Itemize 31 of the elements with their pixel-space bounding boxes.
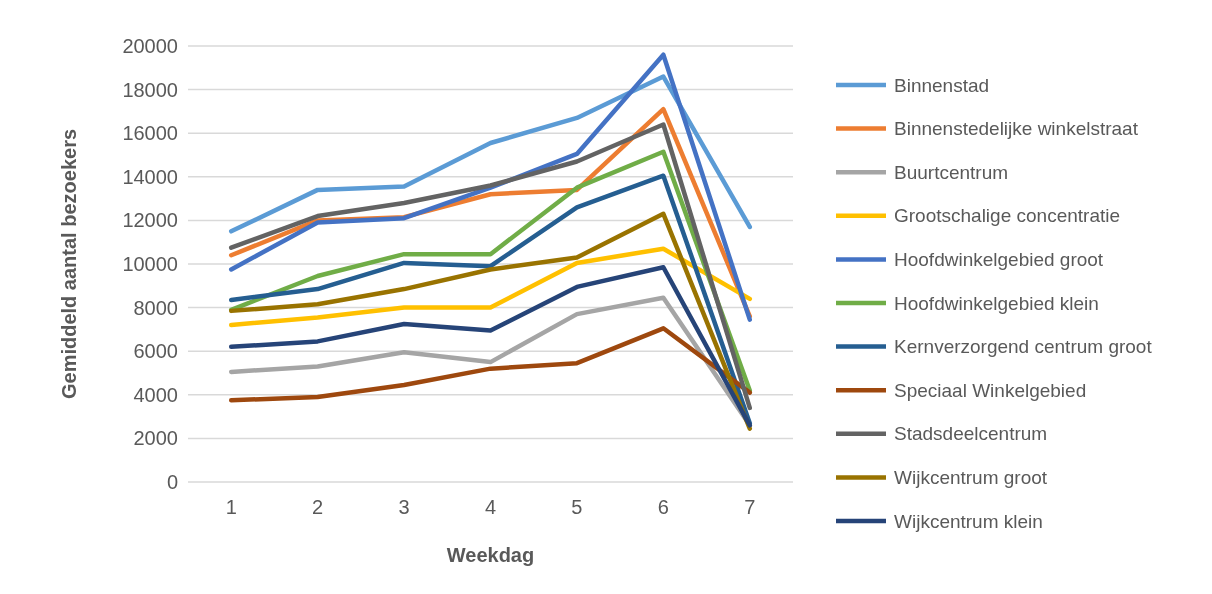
- x-tick-label: 5: [571, 496, 583, 518]
- x-tick-label: 3: [398, 496, 410, 518]
- legend-label: Kernverzorgend centrum groot: [894, 336, 1153, 358]
- legend-label: Grootschalige concentratie: [894, 205, 1121, 227]
- y-axis-title: Gemiddeld aantal bezoekers: [58, 128, 80, 400]
- legend-label: Binnenstedelijke winkelstraat: [894, 118, 1139, 140]
- y-tick-label: 2000: [133, 427, 178, 450]
- y-tick-label: 20000: [122, 35, 178, 57]
- x-tick-label: 7: [744, 496, 756, 518]
- x-tick-label: 2: [312, 496, 324, 518]
- y-tick-label: 8000: [133, 296, 178, 319]
- legend-label: Stadsdeelcentrum: [894, 423, 1048, 445]
- y-tick-label: 0: [166, 471, 178, 493]
- y-tick-label: 12000: [122, 209, 178, 232]
- y-tick-label: 18000: [122, 78, 178, 101]
- x-tick-label: 4: [484, 496, 497, 518]
- y-tick-label: 14000: [122, 165, 178, 188]
- x-tick-label: 1: [225, 496, 237, 518]
- x-axis-title: Weekdag: [446, 544, 535, 566]
- legend-label: Wijkcentrum klein: [894, 510, 1043, 532]
- legend-label: Buurtcentrum: [894, 161, 1009, 183]
- y-tick-label: 10000: [122, 253, 178, 275]
- x-tick-label: 6: [657, 496, 669, 518]
- legend-label: Binnenstad: [894, 74, 990, 96]
- legend-label: Speciaal Winkelgebied: [894, 379, 1087, 401]
- legend-label: Hoofdwinkelgebied groot: [894, 249, 1104, 271]
- y-tick-label: 16000: [122, 122, 178, 145]
- y-tick-label: 4000: [133, 383, 178, 406]
- legend-label: Wijkcentrum groot: [894, 467, 1048, 489]
- y-tick-label: 6000: [133, 340, 178, 363]
- legend-label: Hoofdwinkelgebied klein: [894, 292, 1099, 314]
